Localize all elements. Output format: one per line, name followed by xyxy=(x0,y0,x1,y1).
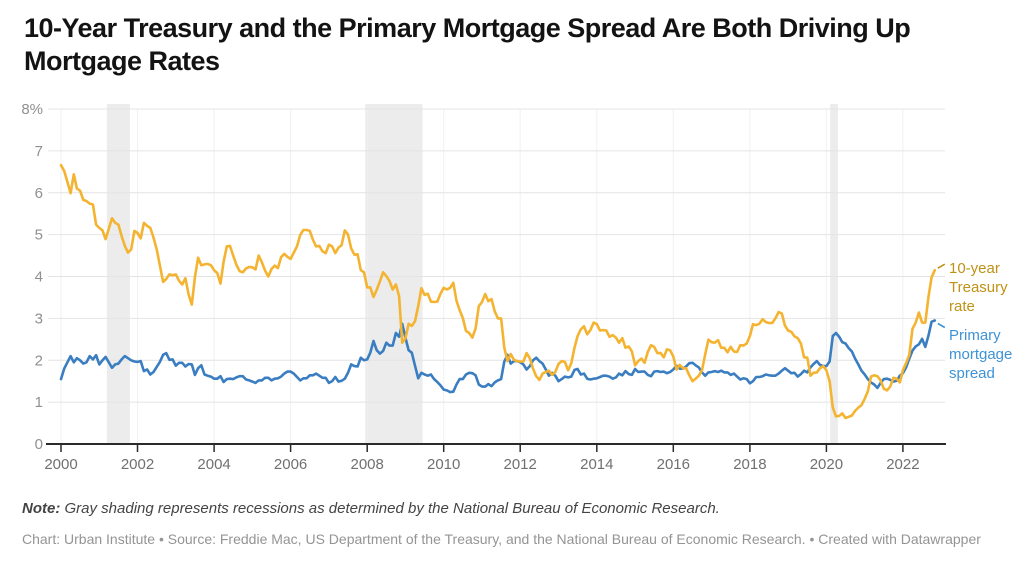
legend-label-spread: Primary mortgage spread xyxy=(949,327,1013,383)
x-axis-tick-label: 2016 xyxy=(657,456,690,473)
x-axis-tick-label: 2004 xyxy=(197,456,230,473)
y-axis-tick-label: 5 xyxy=(35,227,43,244)
x-axis-tick-label: 2010 xyxy=(427,456,460,473)
recession-band xyxy=(830,104,838,444)
x-axis-tick-label: 2020 xyxy=(810,456,843,473)
x-axis-tick-label: 2014 xyxy=(580,456,613,473)
spread-line xyxy=(59,319,937,394)
x-axis-tick-label: 2012 xyxy=(504,456,537,473)
y-axis-tick-label: 8% xyxy=(21,101,43,118)
y-axis-tick-label: 1 xyxy=(35,394,43,411)
legend-label-treasury: 10-year Treasury rate xyxy=(949,260,1008,316)
attribution: Chart: Urban Institute • Source: Freddie… xyxy=(22,531,981,547)
y-axis-tick-label: 0 xyxy=(35,436,43,453)
note: Note: Gray shading represents recessions… xyxy=(22,500,1012,517)
recession-band xyxy=(365,104,423,444)
x-axis-tick-label: 2008 xyxy=(351,456,384,473)
chart-title: 10-Year Treasury and the Primary Mortgag… xyxy=(24,13,911,76)
treasury-line xyxy=(59,163,937,420)
y-axis-tick-label: 3 xyxy=(35,310,43,327)
spread-leader-dash xyxy=(937,322,946,329)
recession-band xyxy=(106,104,130,444)
x-axis-tick-label: 2002 xyxy=(121,456,154,473)
x-axis-tick-label: 2018 xyxy=(733,456,766,473)
treasury-leader-dash xyxy=(937,263,946,269)
note-label: Note: xyxy=(22,500,61,517)
y-axis-tick-label: 7 xyxy=(35,143,43,160)
y-axis-tick-label: 4 xyxy=(35,269,43,286)
y-axis-tick-label: 2 xyxy=(35,352,43,369)
x-axis-tick-label: 2000 xyxy=(44,456,77,473)
note-body: Gray shading represents recessions as de… xyxy=(64,500,720,517)
y-axis-tick-label: 6 xyxy=(35,185,43,202)
x-axis-tick-label: 2006 xyxy=(274,456,307,473)
x-axis-tick-label: 2022 xyxy=(886,456,919,473)
